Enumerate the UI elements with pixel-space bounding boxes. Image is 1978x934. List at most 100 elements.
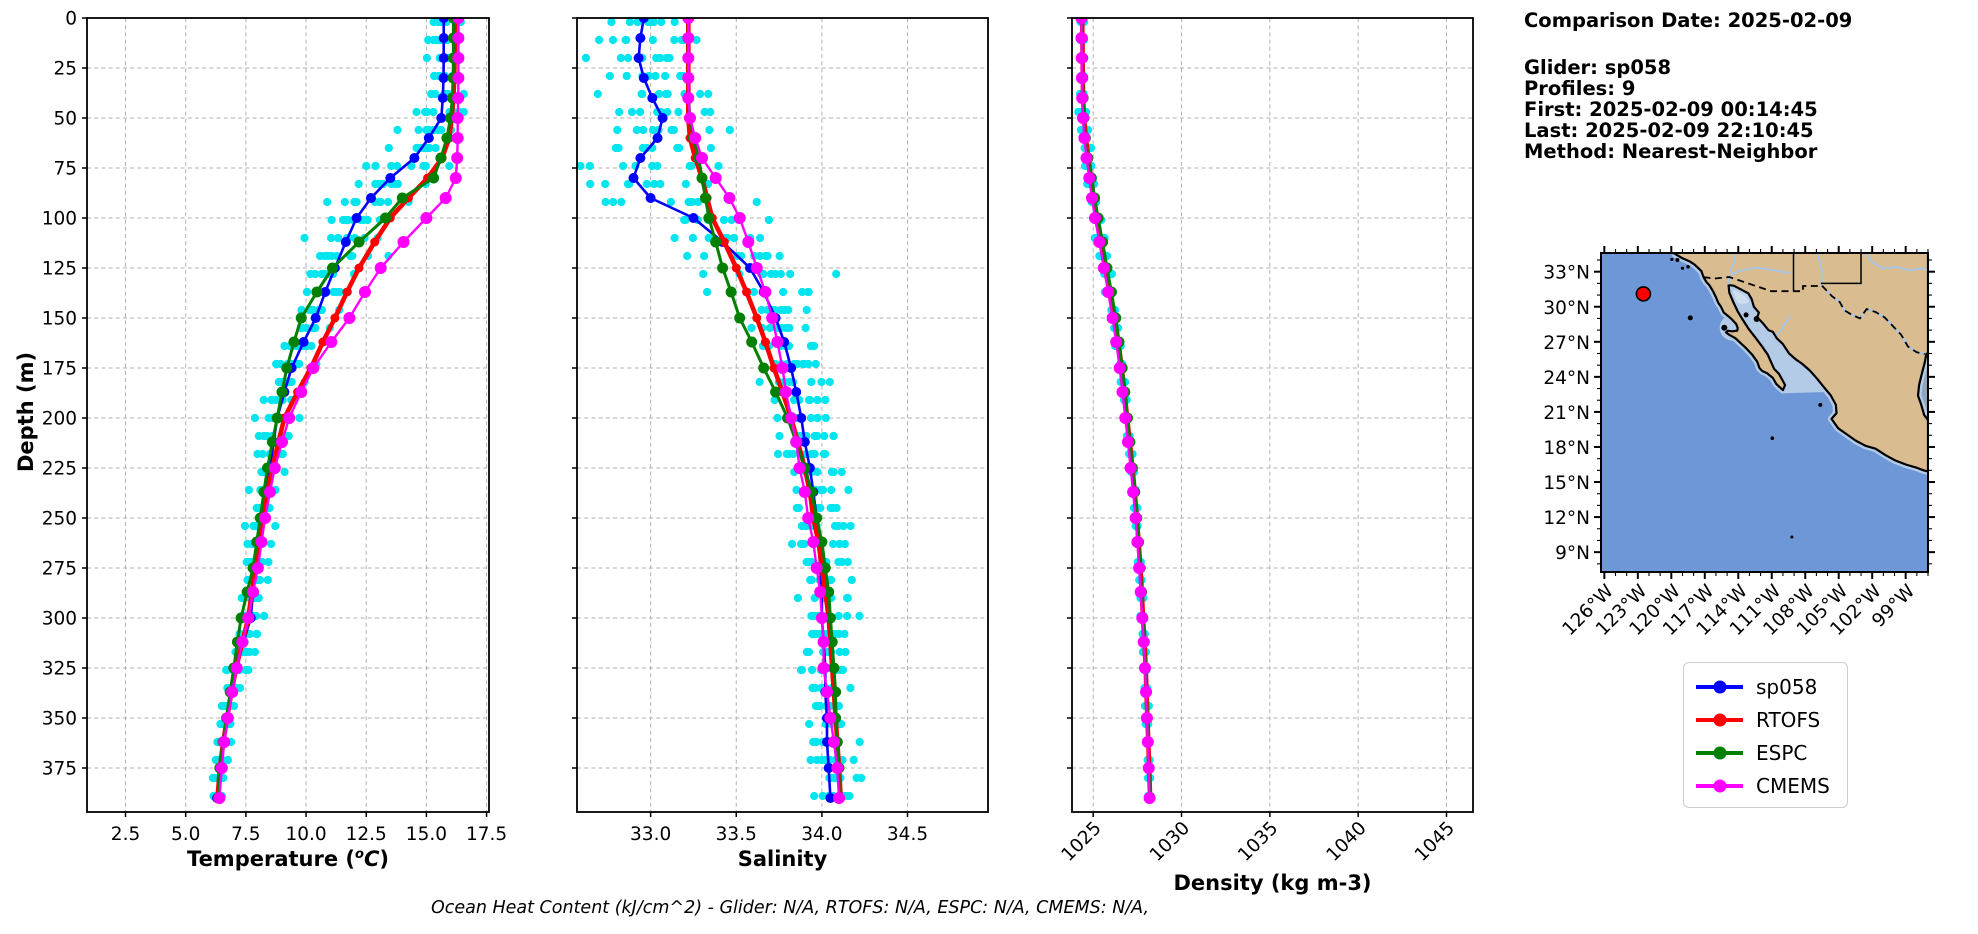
depth-axis-label: Depth (m) xyxy=(14,351,38,472)
svg-text:1045: 1045 xyxy=(1411,818,1459,866)
svg-text:225: 225 xyxy=(42,459,77,480)
svg-text:21°N: 21°N xyxy=(1543,403,1590,424)
profiles-line: Profiles: 9 xyxy=(1524,77,1636,100)
island xyxy=(1680,266,1685,270)
degree-superscript: o xyxy=(355,847,364,862)
axis-ticks xyxy=(82,17,488,817)
density-plot: 1025 1030 1035 1040 1045 xyxy=(1058,17,1474,866)
sp058-line-marker-icon xyxy=(1696,680,1743,693)
temperature-axis-label: Temperature (oC) xyxy=(87,847,489,871)
river xyxy=(1776,315,1791,337)
svg-text:50: 50 xyxy=(53,109,77,130)
svg-text:150: 150 xyxy=(42,309,77,330)
series-ESPC xyxy=(212,18,459,804)
salinity-plot: 33.0 33.5 34.0 34.5 xyxy=(572,17,989,845)
svg-text:10.0: 10.0 xyxy=(285,824,326,845)
map-ticks xyxy=(1594,246,1935,579)
svg-text:27°N: 27°N xyxy=(1543,333,1590,354)
series-CMEMS xyxy=(1075,18,1156,804)
svg-text:1030: 1030 xyxy=(1146,818,1194,866)
svg-text:33.5: 33.5 xyxy=(716,824,757,845)
river xyxy=(1731,266,1791,275)
island xyxy=(1670,257,1674,262)
river xyxy=(1864,253,1928,272)
celsius-unit: C xyxy=(363,847,380,871)
river xyxy=(1816,253,1823,286)
temperature-axis-label-text: Temperature ( xyxy=(187,847,355,871)
temperature-axis-label-close: ) xyxy=(379,847,389,871)
legend-item-rtofs: RTOFS xyxy=(1684,703,1847,736)
svg-text:15°N: 15°N xyxy=(1543,473,1590,494)
legend-item-cmems: CMEMS xyxy=(1684,769,1847,802)
svg-text:5.0: 5.0 xyxy=(171,824,200,845)
svg-text:2.5: 2.5 xyxy=(111,824,140,845)
island xyxy=(1753,316,1760,323)
comparison-date-line: Comparison Date: 2025-02-09 xyxy=(1524,9,1853,32)
svg-text:1035: 1035 xyxy=(1234,818,1282,866)
rtofs-line-marker-icon xyxy=(1696,713,1743,726)
gridlines xyxy=(1072,17,1473,812)
series-sp058 xyxy=(212,18,449,803)
svg-text:15.0: 15.0 xyxy=(406,824,447,845)
legend-label-espc: ESPC xyxy=(1756,740,1808,765)
ocean-heat-content-note: Ocean Heat Content (kJ/cm^2) - Glider: N… xyxy=(430,898,1150,918)
svg-text:275: 275 xyxy=(42,559,77,580)
espc-line-marker-icon xyxy=(1696,746,1743,759)
axis-tick-labels: 33.0 33.5 34.0 34.5 xyxy=(630,824,928,845)
legend-label-cmems: CMEMS xyxy=(1756,773,1830,798)
legend-item-sp058: sp058 xyxy=(1684,670,1847,703)
station-marker xyxy=(1635,286,1652,302)
svg-text:300: 300 xyxy=(42,609,77,630)
svg-text:17.5: 17.5 xyxy=(466,824,507,845)
svg-text:30°N: 30°N xyxy=(1543,298,1590,319)
svg-text:34.0: 34.0 xyxy=(801,824,842,845)
series-RTOFS xyxy=(213,18,460,803)
us-mexico-border xyxy=(1703,276,1822,293)
legend-label-rtofs: RTOFS xyxy=(1756,707,1821,732)
island xyxy=(1818,402,1823,407)
island xyxy=(1687,315,1693,321)
svg-text:33.0: 33.0 xyxy=(630,824,671,845)
series-CMEMS xyxy=(213,18,465,804)
axis-tick-labels: 2.5 5.0 7.5 10.0 12.5 15.0 17.5 0 25 50 75 100 125 15… xyxy=(42,9,508,846)
island xyxy=(1675,258,1680,263)
glider-line: Glider: sp058 xyxy=(1524,56,1672,79)
state-border xyxy=(1820,253,1862,285)
gridlines xyxy=(577,17,988,812)
svg-text:18°N: 18°N xyxy=(1543,438,1590,459)
salinity-axis-label: Salinity xyxy=(737,847,828,871)
cmems-line-marker-icon xyxy=(1696,779,1743,792)
svg-text:250: 250 xyxy=(42,509,77,530)
svg-text:125: 125 xyxy=(42,259,77,280)
rio-grande-border xyxy=(1821,285,1925,355)
svg-text:0: 0 xyxy=(65,9,77,30)
island xyxy=(1686,264,1690,269)
location-map: 99°W102°W105°W108°W111°W114°W117°W120°W1… xyxy=(1543,246,1935,640)
svg-text:325: 325 xyxy=(42,659,77,680)
svg-text:375: 375 xyxy=(42,759,77,780)
island xyxy=(1721,324,1728,331)
legend-item-espc: ESPC xyxy=(1684,736,1847,769)
svg-text:24°N: 24°N xyxy=(1543,368,1590,389)
series-CMEMS xyxy=(682,18,845,804)
svg-text:7.5: 7.5 xyxy=(231,824,260,845)
method-line: Method: Nearest-Neighbor xyxy=(1524,140,1818,163)
svg-text:9°N: 9°N xyxy=(1555,543,1590,564)
svg-text:33°N: 33°N xyxy=(1543,263,1590,284)
svg-text:175: 175 xyxy=(42,359,77,380)
axis-ticks xyxy=(572,17,909,817)
svg-text:1025: 1025 xyxy=(1058,818,1106,866)
svg-text:12.5: 12.5 xyxy=(346,824,387,845)
island xyxy=(1790,535,1794,539)
svg-text:12°N: 12°N xyxy=(1543,508,1590,529)
axis-tick-labels: 1025 1030 1035 1040 1045 xyxy=(1058,818,1459,866)
info-spacer xyxy=(1524,31,1852,57)
svg-text:34.5: 34.5 xyxy=(887,824,928,845)
svg-text:75: 75 xyxy=(53,159,77,180)
comparison-info-panel: Comparison Date: 2025-02-09 Glider: sp05… xyxy=(1524,10,1852,162)
svg-text:25: 25 xyxy=(53,59,77,80)
density-axis-label: Density (kg m-3) xyxy=(1173,871,1372,895)
svg-text:350: 350 xyxy=(42,709,77,730)
last-profile-line: Last: 2025-02-09 22:10:45 xyxy=(1524,119,1814,142)
